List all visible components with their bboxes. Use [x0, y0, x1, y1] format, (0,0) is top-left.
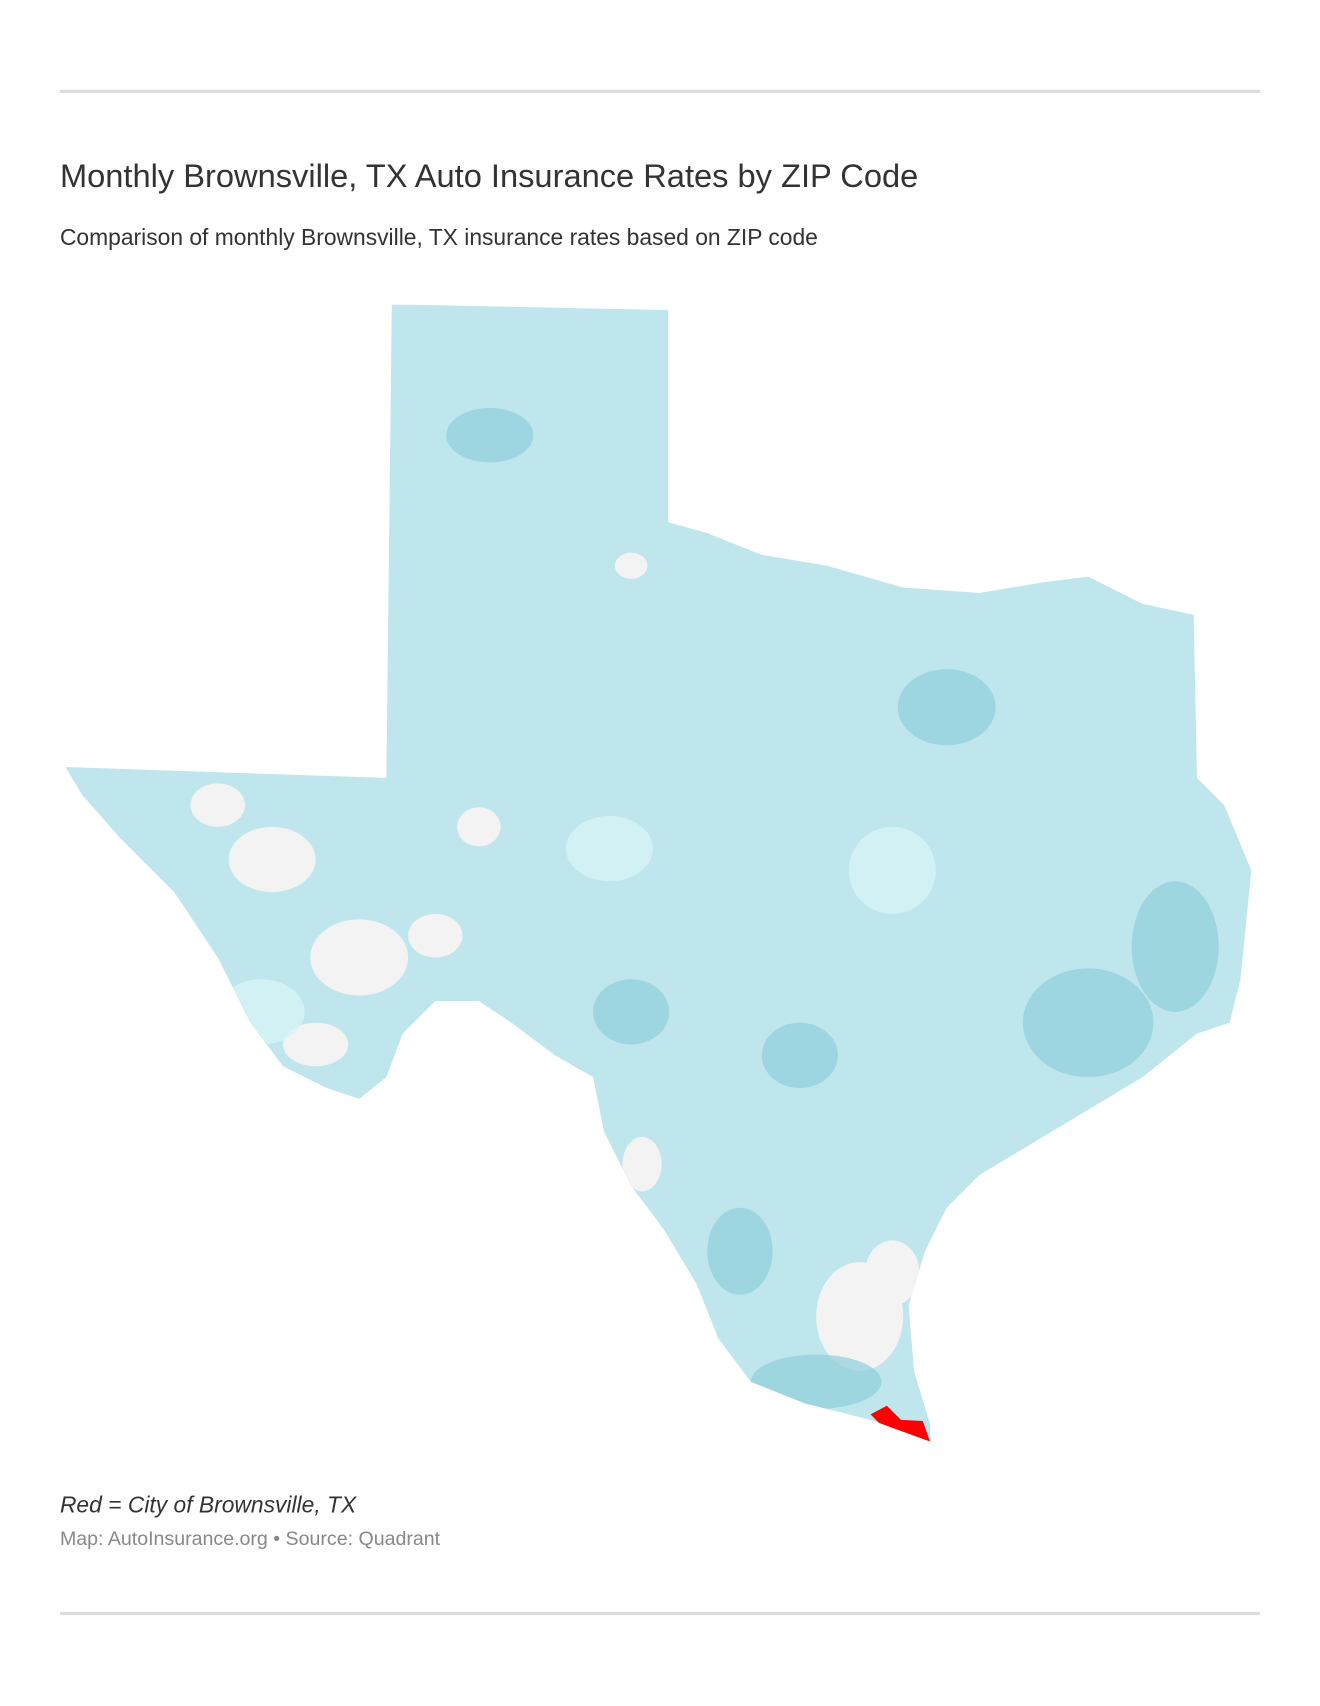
brownsville [870, 1405, 931, 1442]
texas-map [65, 304, 1252, 1442]
source: Map: AutoInsurance.org • Source: Quadran… [60, 1528, 441, 1550]
legend-note: Red = City of Brownsville, TX [60, 1491, 357, 1517]
map-title: Monthly Brownsville, TX Auto Insurance R… [60, 157, 918, 194]
darker-areas [446, 408, 1219, 1409]
no-data-areas [190, 552, 920, 1371]
map-subtitle: Comparison of monthly Brownsville, TX in… [60, 224, 818, 250]
